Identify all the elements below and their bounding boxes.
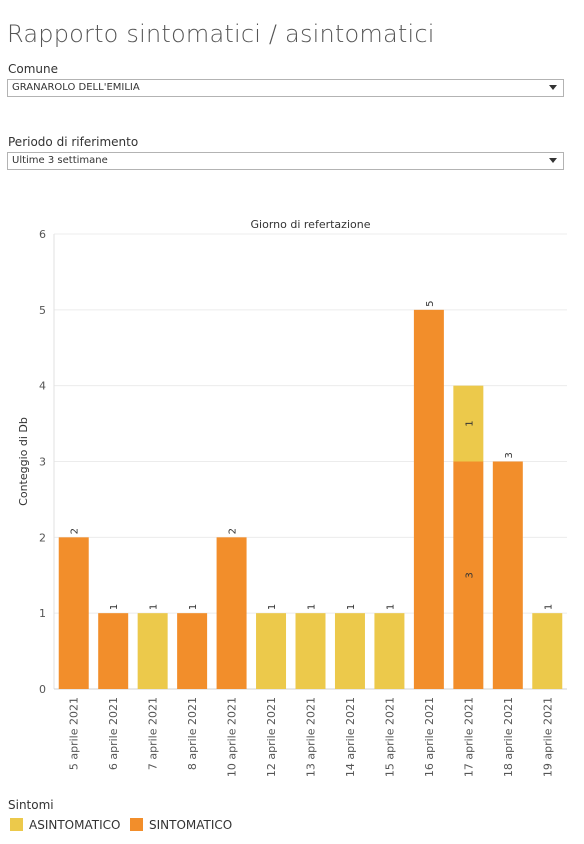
comune-label: Comune <box>8 62 59 76</box>
y-tick-label: 1 <box>39 607 46 620</box>
x-tick-label: 14 aprile 2021 <box>344 697 357 777</box>
legend-item-asintomatico[interactable]: ASINTOMATICO <box>10 818 120 832</box>
bar-sintomatico <box>492 461 523 689</box>
bar-sintomatico <box>58 537 89 689</box>
legend-swatch-asintomatico <box>10 818 23 831</box>
chevron-down-icon <box>549 85 557 90</box>
data-label: 1 <box>543 604 554 610</box>
bar-asintomatico <box>256 613 287 689</box>
chart-title: Giorno di refertazione <box>251 218 371 231</box>
data-label: 1 <box>267 604 278 610</box>
periodo-label: Periodo di riferimento <box>8 135 139 149</box>
x-tick-label: 19 aprile 2021 <box>541 697 554 777</box>
bar-sintomatico <box>98 613 129 689</box>
y-tick-label: 6 <box>39 228 46 241</box>
comune-select-value: GRANAROLO DELL'EMILIA <box>12 82 140 93</box>
legend-label-asintomatico: ASINTOMATICO <box>29 818 121 832</box>
bar-sintomatico <box>216 537 247 689</box>
periodo-select[interactable]: Ultime 3 settimane <box>7 152 564 170</box>
y-tick-label: 2 <box>39 531 46 544</box>
data-label: 1 <box>346 604 357 610</box>
legend-swatch-sintomatico <box>130 818 143 831</box>
x-tick-label: 13 aprile 2021 <box>305 697 318 777</box>
segment-label: 3 <box>464 572 475 578</box>
data-label: 1 <box>385 604 396 610</box>
legend-title: Sintomi <box>8 798 54 812</box>
data-label: 2 <box>228 528 239 534</box>
y-axis-title: Conteggio di Db <box>17 417 30 506</box>
bar-sintomatico <box>177 613 208 689</box>
y-tick-label: 0 <box>39 683 46 696</box>
comune-select[interactable]: GRANAROLO DELL'EMILIA <box>7 79 564 97</box>
y-tick-label: 3 <box>39 456 46 469</box>
data-label: 1 <box>149 604 160 610</box>
x-tick-label: 7 aprile 2021 <box>147 697 160 770</box>
bar-asintomatico <box>334 613 365 689</box>
data-label: 2 <box>70 528 81 534</box>
data-label: 1 <box>307 604 318 610</box>
stacked-bar-chart: Giorno di refertazione 0 1 2 3 4 5 6 Conteggio d… <box>17 218 567 777</box>
data-label: 1 <box>109 604 120 610</box>
chevron-down-icon <box>549 158 557 163</box>
x-tick-label: 6 aprile 2021 <box>107 697 120 770</box>
bar-asintomatico <box>295 613 326 689</box>
x-tick-label: 5 aprile 2021 <box>68 697 81 770</box>
legend-label-sintomatico: SINTOMATICO <box>149 818 233 832</box>
y-tick-label: 4 <box>39 380 46 393</box>
data-label: 5 <box>425 300 436 306</box>
x-tick-label: 18 aprile 2021 <box>502 697 515 777</box>
x-tick-label: 10 aprile 2021 <box>226 697 239 777</box>
bar-asintomatico <box>532 613 563 689</box>
bar-sintomatico <box>453 461 484 689</box>
data-label: 3 <box>504 452 515 458</box>
x-tick-label: 17 aprile 2021 <box>462 697 475 777</box>
data-label: 1 <box>188 604 199 610</box>
bar-asintomatico <box>137 613 168 689</box>
x-tick-label: 12 aprile 2021 <box>265 697 278 777</box>
bar-asintomatico <box>453 385 484 462</box>
bar-asintomatico <box>374 613 405 689</box>
page-title: Rapporto sintomatici / asintomatici <box>7 20 435 48</box>
y-tick-label: 5 <box>39 304 46 317</box>
x-tick-label: 8 aprile 2021 <box>186 697 199 770</box>
segment-label: 1 <box>464 420 475 426</box>
periodo-select-value: Ultime 3 settimane <box>12 155 108 166</box>
x-tick-label: 15 aprile 2021 <box>383 697 396 777</box>
legend-item-sintomatico[interactable]: SINTOMATICO <box>130 818 232 832</box>
x-tick-label: 16 aprile 2021 <box>423 697 436 777</box>
bar-sintomatico <box>413 309 444 689</box>
